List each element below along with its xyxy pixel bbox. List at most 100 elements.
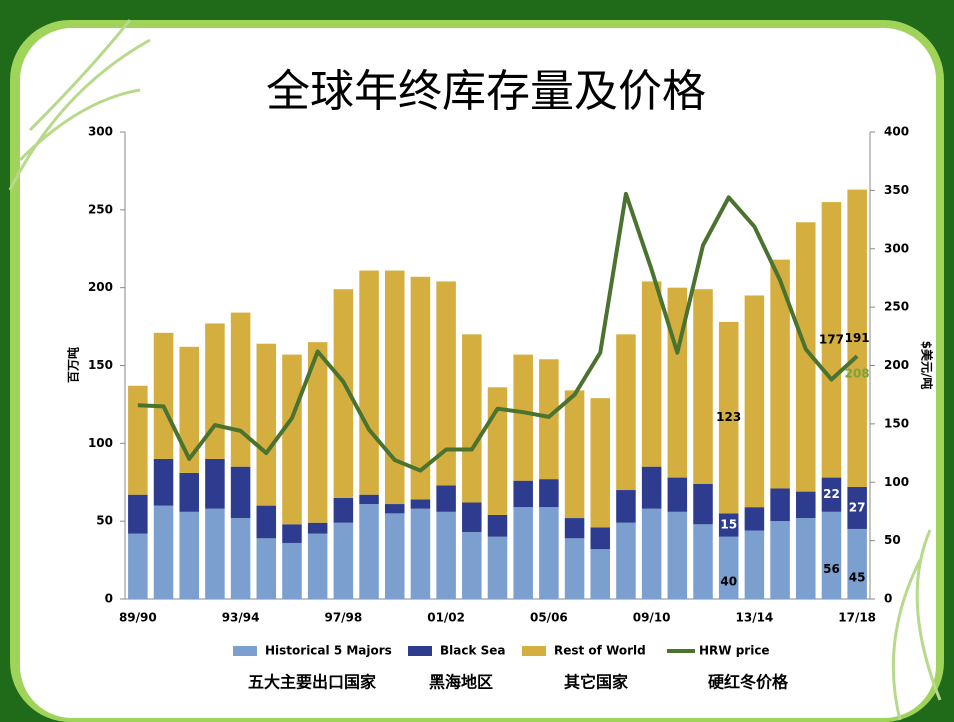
bar bbox=[282, 524, 302, 543]
bar bbox=[770, 488, 790, 521]
legend-label: HRW price bbox=[699, 644, 770, 658]
y2-tick-label: 400 bbox=[884, 125, 909, 139]
bar bbox=[642, 467, 662, 509]
bar bbox=[385, 513, 405, 599]
x-tick-label: 17/18 bbox=[838, 611, 876, 625]
data-label: 191 bbox=[845, 331, 870, 345]
x-tick-label: 89/90 bbox=[119, 611, 157, 625]
bar bbox=[411, 509, 431, 599]
legend-label-cn: 五大主要出口国家 bbox=[248, 673, 377, 692]
bar bbox=[128, 495, 148, 534]
data-label: 15 bbox=[720, 518, 737, 532]
legend-swatch bbox=[522, 646, 546, 656]
bar bbox=[719, 537, 739, 599]
bar bbox=[668, 512, 688, 599]
bar bbox=[642, 509, 662, 599]
data-label: 40 bbox=[720, 574, 737, 588]
y-tick-label: 100 bbox=[88, 436, 113, 450]
bar bbox=[179, 512, 199, 599]
bar bbox=[231, 313, 251, 467]
legend-swatch bbox=[233, 646, 257, 656]
bar bbox=[668, 478, 688, 512]
bar bbox=[179, 347, 199, 473]
y-tick-label: 250 bbox=[88, 202, 113, 216]
y-tick-label: 50 bbox=[96, 514, 113, 528]
bar bbox=[282, 543, 302, 599]
bar bbox=[462, 502, 482, 532]
bar bbox=[205, 323, 225, 458]
bar bbox=[154, 506, 174, 599]
bar bbox=[359, 504, 379, 599]
bar bbox=[359, 271, 379, 495]
legend-label: Rest of World bbox=[554, 644, 646, 658]
y-tick-label: 0 bbox=[105, 592, 113, 606]
bar bbox=[385, 504, 405, 513]
bar bbox=[179, 473, 199, 512]
x-tick-label: 13/14 bbox=[736, 611, 774, 625]
x-tick-label: 93/94 bbox=[222, 611, 260, 625]
y-tick-label: 300 bbox=[88, 125, 113, 139]
bar bbox=[796, 492, 816, 518]
legend-swatch bbox=[408, 646, 432, 656]
legend-label-cn: 黑海地区 bbox=[429, 673, 493, 692]
legend-label-cn: 硬红冬价格 bbox=[708, 673, 789, 692]
bar bbox=[308, 534, 328, 599]
bar bbox=[745, 507, 765, 530]
bar bbox=[616, 334, 636, 490]
y-axis-label: 百万吨 bbox=[66, 347, 81, 383]
bar bbox=[770, 521, 790, 599]
slide: 全球年终库存量及价格 百万吨 $美元/吨 80 0501001502002503… bbox=[0, 0, 954, 722]
bar bbox=[616, 490, 636, 523]
data-label: 27 bbox=[849, 500, 866, 514]
bar bbox=[334, 523, 354, 599]
y2-tick-label: 150 bbox=[884, 416, 909, 430]
bar bbox=[205, 459, 225, 509]
bar bbox=[436, 485, 456, 511]
bar bbox=[590, 549, 610, 599]
data-label: 22 bbox=[823, 487, 840, 501]
bar bbox=[513, 507, 533, 599]
bar bbox=[334, 498, 354, 523]
bar bbox=[745, 531, 765, 599]
data-label: 177 bbox=[819, 332, 844, 346]
bar bbox=[822, 512, 842, 599]
y-tick-label: 200 bbox=[88, 280, 113, 294]
bar bbox=[359, 495, 379, 504]
y2-tick-label: 350 bbox=[884, 183, 909, 197]
bar bbox=[154, 333, 174, 459]
bar bbox=[513, 481, 533, 507]
data-label: 208 bbox=[845, 367, 870, 381]
bar bbox=[462, 334, 482, 502]
bar bbox=[231, 518, 251, 599]
bar bbox=[590, 398, 610, 527]
bar bbox=[436, 512, 456, 599]
chart-title: 全球年终库存量及价格 bbox=[266, 66, 706, 117]
x-tick-label: 97/98 bbox=[324, 611, 362, 625]
bar bbox=[128, 534, 148, 599]
bar bbox=[231, 467, 251, 518]
bar bbox=[488, 537, 508, 599]
bar bbox=[693, 524, 713, 599]
y2-tick-label: 250 bbox=[884, 300, 909, 314]
legend-label: Historical 5 Majors bbox=[265, 644, 392, 658]
bar bbox=[745, 295, 765, 507]
bar bbox=[693, 289, 713, 484]
bar bbox=[590, 527, 610, 549]
y2-axis-label: $美元/吨 bbox=[920, 341, 935, 390]
bar bbox=[308, 523, 328, 534]
legend-label-cn: 其它国家 bbox=[564, 673, 629, 692]
y2-tick-label: 300 bbox=[884, 241, 909, 255]
bar bbox=[257, 344, 277, 506]
bar bbox=[257, 538, 277, 599]
bar bbox=[642, 281, 662, 466]
bar bbox=[513, 355, 533, 481]
bar bbox=[847, 529, 867, 599]
data-label: 56 bbox=[823, 562, 840, 576]
legend-label: Black Sea bbox=[440, 644, 506, 658]
data-label: 45 bbox=[849, 570, 866, 584]
bar bbox=[565, 390, 585, 518]
y2-tick-label: 0 bbox=[884, 592, 892, 606]
bar bbox=[282, 355, 302, 525]
bar bbox=[154, 459, 174, 506]
bar bbox=[539, 359, 559, 479]
